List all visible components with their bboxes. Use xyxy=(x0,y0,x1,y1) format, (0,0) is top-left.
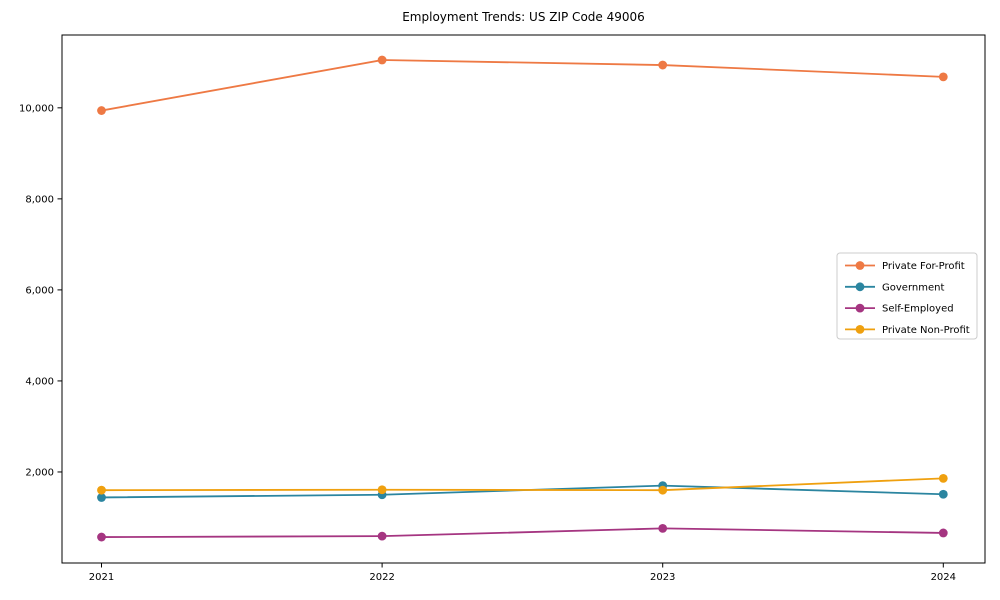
data-point-private-for-profit xyxy=(938,72,948,82)
legend-marker xyxy=(855,325,865,334)
series-line-private-non-profit xyxy=(101,477,944,492)
x-tick-label: 2021 xyxy=(89,572,114,583)
data-point-private-for-profit xyxy=(97,106,106,115)
data-point-self-employed xyxy=(938,528,948,538)
legend-label: Government xyxy=(882,282,944,293)
y-tick-label: 10,000 xyxy=(19,103,54,114)
x-tick-label: 2023 xyxy=(650,572,675,583)
series-line-private-for-profit xyxy=(101,59,944,112)
data-point-self-employed xyxy=(377,531,387,541)
data-point-private-non-profit xyxy=(377,485,387,495)
data-point-government xyxy=(938,489,948,499)
data-point-private-non-profit xyxy=(658,485,668,495)
legend-label: Private For-Profit xyxy=(882,261,965,272)
data-point-private-non-profit xyxy=(938,473,948,483)
y-tick-label: 4,000 xyxy=(25,376,54,387)
series-line-government xyxy=(101,484,944,499)
legend-marker xyxy=(855,303,865,313)
legend-label: Private Non-Profit xyxy=(882,325,970,336)
data-point-private-non-profit xyxy=(97,485,106,495)
data-point-private-for-profit xyxy=(377,55,387,65)
legend-marker xyxy=(855,282,865,292)
chart-title: Employment Trends: US ZIP Code 49006 xyxy=(402,10,645,24)
legend-label: Self-Employed xyxy=(882,304,954,315)
y-tick-label: 8,000 xyxy=(25,194,54,205)
data-point-government xyxy=(97,493,106,502)
y-tick-label: 6,000 xyxy=(25,285,54,296)
data-point-self-employed xyxy=(97,532,106,542)
y-tick-label: 2,000 xyxy=(25,467,54,478)
series-line-self-employed xyxy=(101,527,944,538)
legend-box xyxy=(836,252,978,340)
x-tick-label: 2024 xyxy=(931,572,956,583)
x-tick-label: 2022 xyxy=(369,572,394,583)
legend-marker xyxy=(855,261,865,270)
data-point-private-for-profit xyxy=(658,60,668,70)
data-point-self-employed xyxy=(658,524,668,533)
plot-border xyxy=(61,34,986,564)
